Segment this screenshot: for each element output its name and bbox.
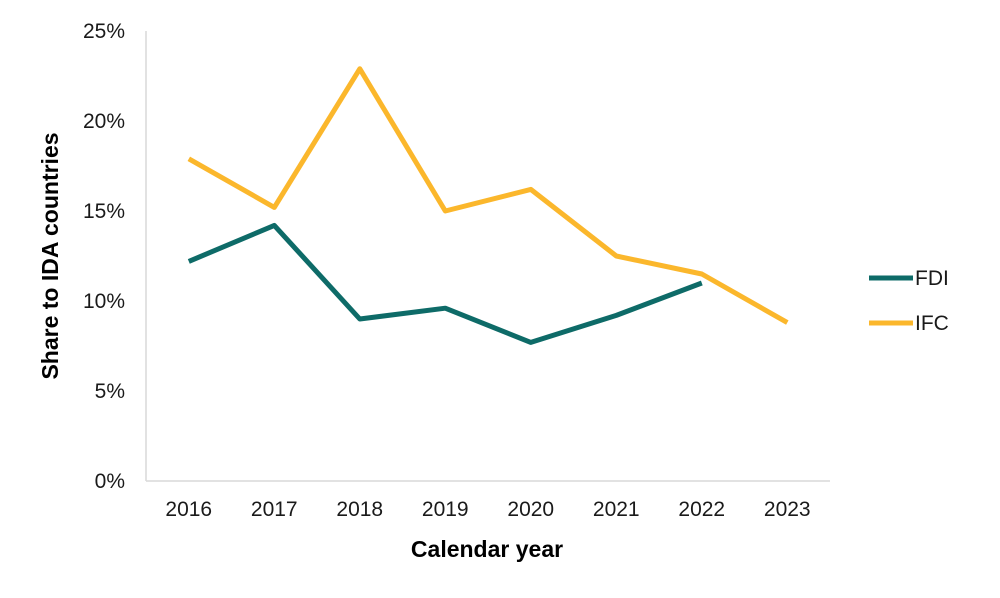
x-tick-label: 2016	[165, 498, 212, 521]
y-tick-label: 0%	[95, 470, 125, 493]
x-tick-label: 2019	[422, 498, 469, 521]
y-axis-title: Share to IDA countries	[37, 132, 63, 379]
y-tick-label: 15%	[83, 200, 125, 223]
legend: FDI IFC	[869, 267, 949, 335]
legend-label-fdi: FDI	[915, 267, 949, 290]
y-tick-label: 20%	[83, 110, 125, 133]
y-tick-label: 10%	[83, 290, 125, 313]
x-axis: 2016 2017 2018 2019 2020 2021 2022 2023	[146, 480, 830, 521]
x-tick-label: 2021	[593, 498, 640, 521]
y-axis: 0% 5% 10% 15% 20% 25%	[83, 20, 147, 493]
legend-label-ifc: IFC	[915, 312, 949, 335]
series-line-ifc	[187, 66, 789, 325]
x-tick-label: 2022	[678, 498, 725, 521]
x-axis-title: Calendar year	[411, 536, 563, 562]
series-lines	[187, 66, 789, 345]
x-tick-label: 2017	[251, 498, 298, 521]
x-tick-label: 2018	[336, 498, 383, 521]
x-tick-label: 2020	[507, 498, 554, 521]
series-line-fdi	[187, 222, 703, 345]
x-tick-label: 2023	[764, 498, 811, 521]
y-tick-label: 5%	[95, 380, 125, 403]
y-tick-label: 25%	[83, 20, 125, 43]
